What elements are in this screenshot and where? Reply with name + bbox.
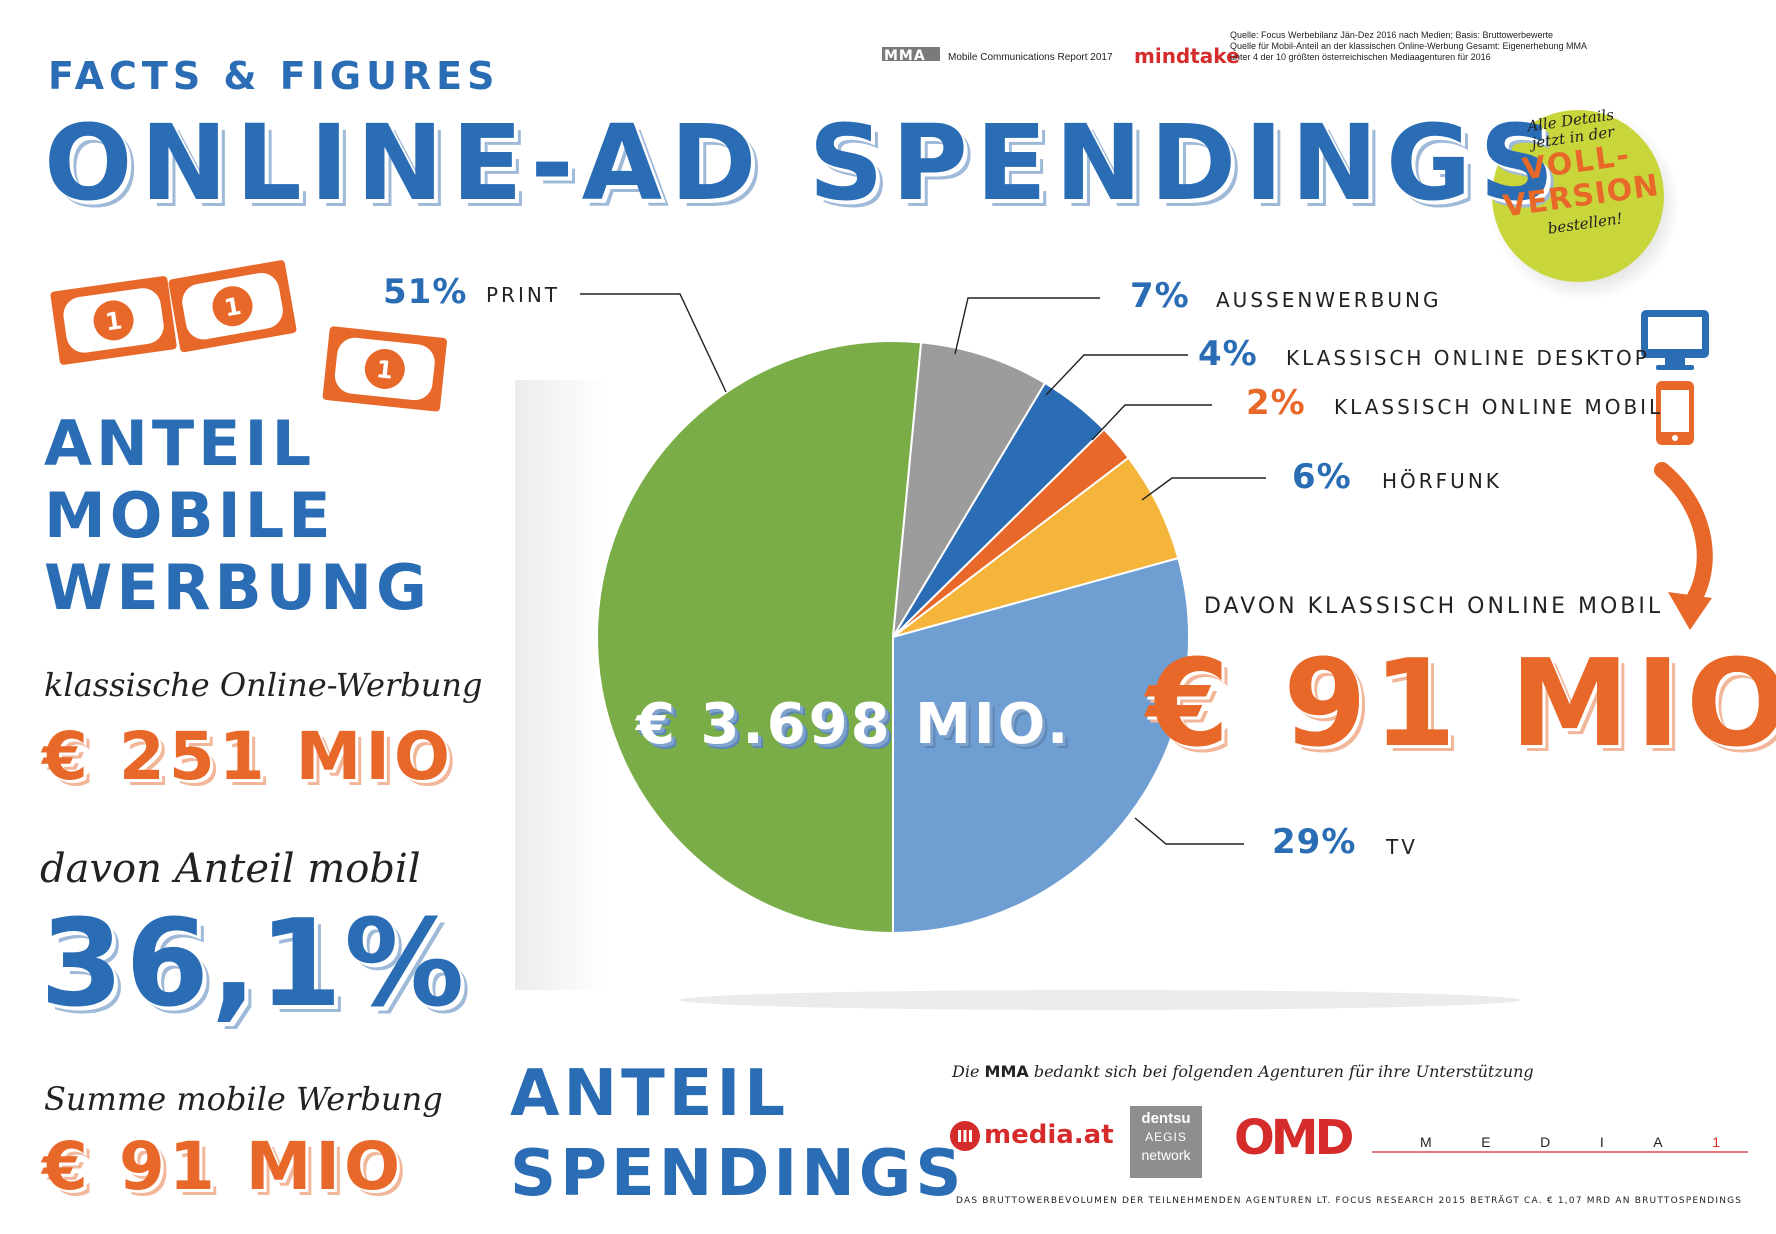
tv-label: TV — [1386, 835, 1418, 859]
thanks-prefix: Die — [952, 1062, 980, 1081]
desktop-label: KLASSISCH ONLINE DESKTOP — [1286, 346, 1650, 370]
dentsu-logo-line: dentsu — [1141, 1110, 1191, 1127]
media1-letter: D — [1540, 1134, 1551, 1150]
leader-line-hoerfunk — [1141, 477, 1266, 501]
thanks-line: Die MMA bedankt sich bei folgenden Agent… — [952, 1062, 1534, 1081]
mobile-callout-value: € 91 MIO — [1146, 635, 1776, 774]
mma-logo — [882, 47, 940, 61]
leader-line-mobil — [1091, 404, 1212, 441]
svg-text:1: 1 — [103, 306, 123, 336]
hoerfunk-pct: 6% — [1292, 457, 1352, 497]
mobile-total-value: € 91 MIO — [42, 1128, 405, 1205]
source-line: Quelle: Focus Werbebilanz Jän-Dez 2016 n… — [1230, 30, 1553, 40]
print-pct: 51% — [383, 272, 468, 312]
full-version-badge[interactable]: Alle Details jetzt in der VOLL- VERSION … — [1484, 101, 1671, 246]
desktop-pct: 4% — [1198, 334, 1258, 374]
media1-letter: I — [1599, 1134, 1604, 1150]
mobile-share-label: davon Anteil mobil — [40, 846, 421, 892]
left-heading: ANTEIL MOBILE WERBUNG — [44, 408, 431, 624]
mobile-callout-label: DAVON KLASSISCH ONLINE MOBIL — [1204, 594, 1664, 619]
source-line: Quelle für Mobil-Anteil an der klassisch… — [1230, 41, 1588, 51]
leader-lines — [580, 293, 1266, 845]
pie-slice-tv — [892, 556, 1190, 935]
leader-line-tv — [1134, 817, 1244, 845]
leader-line-desktop — [1045, 354, 1188, 396]
svg-text:1: 1 — [222, 292, 243, 322]
leader-line-print — [580, 293, 727, 393]
mobil-label: KLASSISCH ONLINE MOBIL — [1334, 395, 1664, 419]
total-spend-label: € 3.698 MIO. — [636, 692, 1072, 757]
mobil-pct: 2% — [1246, 383, 1306, 423]
dentsu-logo[interactable]: dentsu AEGIS network — [1130, 1110, 1202, 1164]
badge-circle[interactable] — [1492, 110, 1664, 282]
money-icon: 1 1 1 — [50, 260, 447, 412]
dentsu-logo-box — [1130, 1106, 1202, 1178]
media1-letter: 1 — [1712, 1134, 1720, 1150]
tv-pct: 29% — [1272, 822, 1357, 862]
hoerfunk-label: HÖRFUNK — [1382, 469, 1502, 493]
page-title: ONLINE-AD SPENDINGS — [44, 102, 1563, 224]
dentsu-logo-line: network — [1141, 1147, 1191, 1163]
pie-slice-aussenwerbung — [892, 341, 1047, 638]
media-at-logo-icon — [950, 1121, 980, 1151]
media1-letter: E — [1481, 1134, 1491, 1150]
media1-letter: M — [1420, 1134, 1432, 1150]
thanks-suffix: bedankt sich bei folgenden Agenturen für… — [1033, 1062, 1534, 1081]
mma-logo-text: MMA — [884, 48, 926, 64]
curved-arrow-icon — [1654, 462, 1713, 630]
leader-line-aussenwerbung — [954, 297, 1100, 355]
aussenwerbung-pct: 7% — [1130, 276, 1190, 316]
mobile-phone-icon — [1656, 381, 1694, 445]
omd-logo[interactable]: OMD — [1234, 1110, 1354, 1166]
left-heading-line: WERBUNG — [44, 551, 431, 624]
source-line: unter 4 der 10 größten österreichischen … — [1230, 52, 1491, 62]
mobile-share-value: 36,1% — [40, 895, 467, 1034]
kicker-text: FACTS & FIGURES — [48, 54, 500, 98]
online-advertising-label: klassische Online-Werbung — [44, 666, 483, 704]
mobile-total-label: Summe mobile Werbung — [44, 1080, 443, 1118]
mma-report-text: Mobile Communications Report 2017 — [948, 52, 1113, 63]
pie-slice-print — [596, 340, 923, 935]
online-advertising-value: € 251 MIO — [42, 718, 454, 795]
media1-logo[interactable]: M E D I A 1 — [1420, 1134, 1720, 1150]
desktop-monitor-icon — [1641, 310, 1709, 370]
dentsu-logo-line: AEGIS — [1145, 1130, 1187, 1144]
pie-chart — [596, 340, 1190, 935]
source-notes: Quelle: Focus Werbebilanz Jän-Dez 2016 n… — [1230, 30, 1650, 63]
print-label: PRINT — [486, 283, 561, 307]
media-at-logo[interactable]: media.at — [984, 1120, 1114, 1150]
left-heading-line: ANTEIL — [44, 407, 316, 480]
svg-text:1: 1 — [375, 355, 395, 385]
bottom-heading-line: ANTEIL — [510, 1057, 790, 1131]
bottom-heading: ANTEIL SPENDINGS — [510, 1054, 965, 1214]
footnote: DAS BRUTTOWERBEVOLUMEN DER TEILNEHMENDEN… — [956, 1196, 1743, 1206]
media1-letter: A — [1653, 1134, 1663, 1150]
bottom-heading-line: SPENDINGS — [510, 1137, 966, 1211]
left-heading-line: MOBILE — [44, 479, 335, 552]
aussenwerbung-label: AUSSENWERBUNG — [1216, 288, 1442, 312]
thanks-brand: MMA — [984, 1062, 1029, 1081]
panel-shadow — [680, 990, 1520, 1010]
mindtake-logo: mindtake — [1134, 44, 1240, 68]
